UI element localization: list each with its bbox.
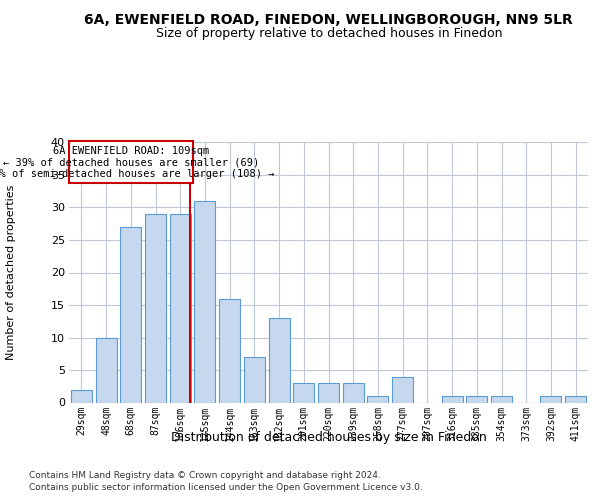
Text: Contains HM Land Registry data © Crown copyright and database right 2024.: Contains HM Land Registry data © Crown c…: [29, 471, 380, 480]
Bar: [343, 383, 364, 402]
Bar: [541, 396, 562, 402]
Bar: [95, 338, 116, 402]
Text: 6A EWENFIELD ROAD: 109sqm: 6A EWENFIELD ROAD: 109sqm: [53, 146, 209, 156]
Bar: [565, 396, 586, 402]
Bar: [219, 298, 240, 403]
Text: 6A, EWENFIELD ROAD, FINEDON, WELLINGBOROUGH, NN9 5LR: 6A, EWENFIELD ROAD, FINEDON, WELLINGBORO…: [85, 12, 573, 26]
Text: Number of detached properties: Number of detached properties: [6, 185, 16, 360]
Text: Contains public sector information licensed under the Open Government Licence v3: Contains public sector information licen…: [29, 483, 422, 492]
Bar: [491, 396, 512, 402]
Bar: [293, 383, 314, 402]
Bar: [269, 318, 290, 402]
Text: 60% of semi-detached houses are larger (108) →: 60% of semi-detached houses are larger (…: [0, 169, 275, 179]
FancyBboxPatch shape: [70, 141, 193, 183]
Bar: [194, 201, 215, 402]
Text: Distribution of detached houses by size in Finedon: Distribution of detached houses by size …: [171, 431, 487, 444]
Bar: [392, 376, 413, 402]
Bar: [442, 396, 463, 402]
Bar: [120, 227, 141, 402]
Bar: [318, 383, 339, 402]
Bar: [145, 214, 166, 402]
Bar: [71, 390, 92, 402]
Text: Size of property relative to detached houses in Finedon: Size of property relative to detached ho…: [155, 28, 502, 40]
Bar: [244, 357, 265, 403]
Text: ← 39% of detached houses are smaller (69): ← 39% of detached houses are smaller (69…: [3, 158, 259, 168]
Bar: [170, 214, 191, 402]
Bar: [367, 396, 388, 402]
Bar: [466, 396, 487, 402]
